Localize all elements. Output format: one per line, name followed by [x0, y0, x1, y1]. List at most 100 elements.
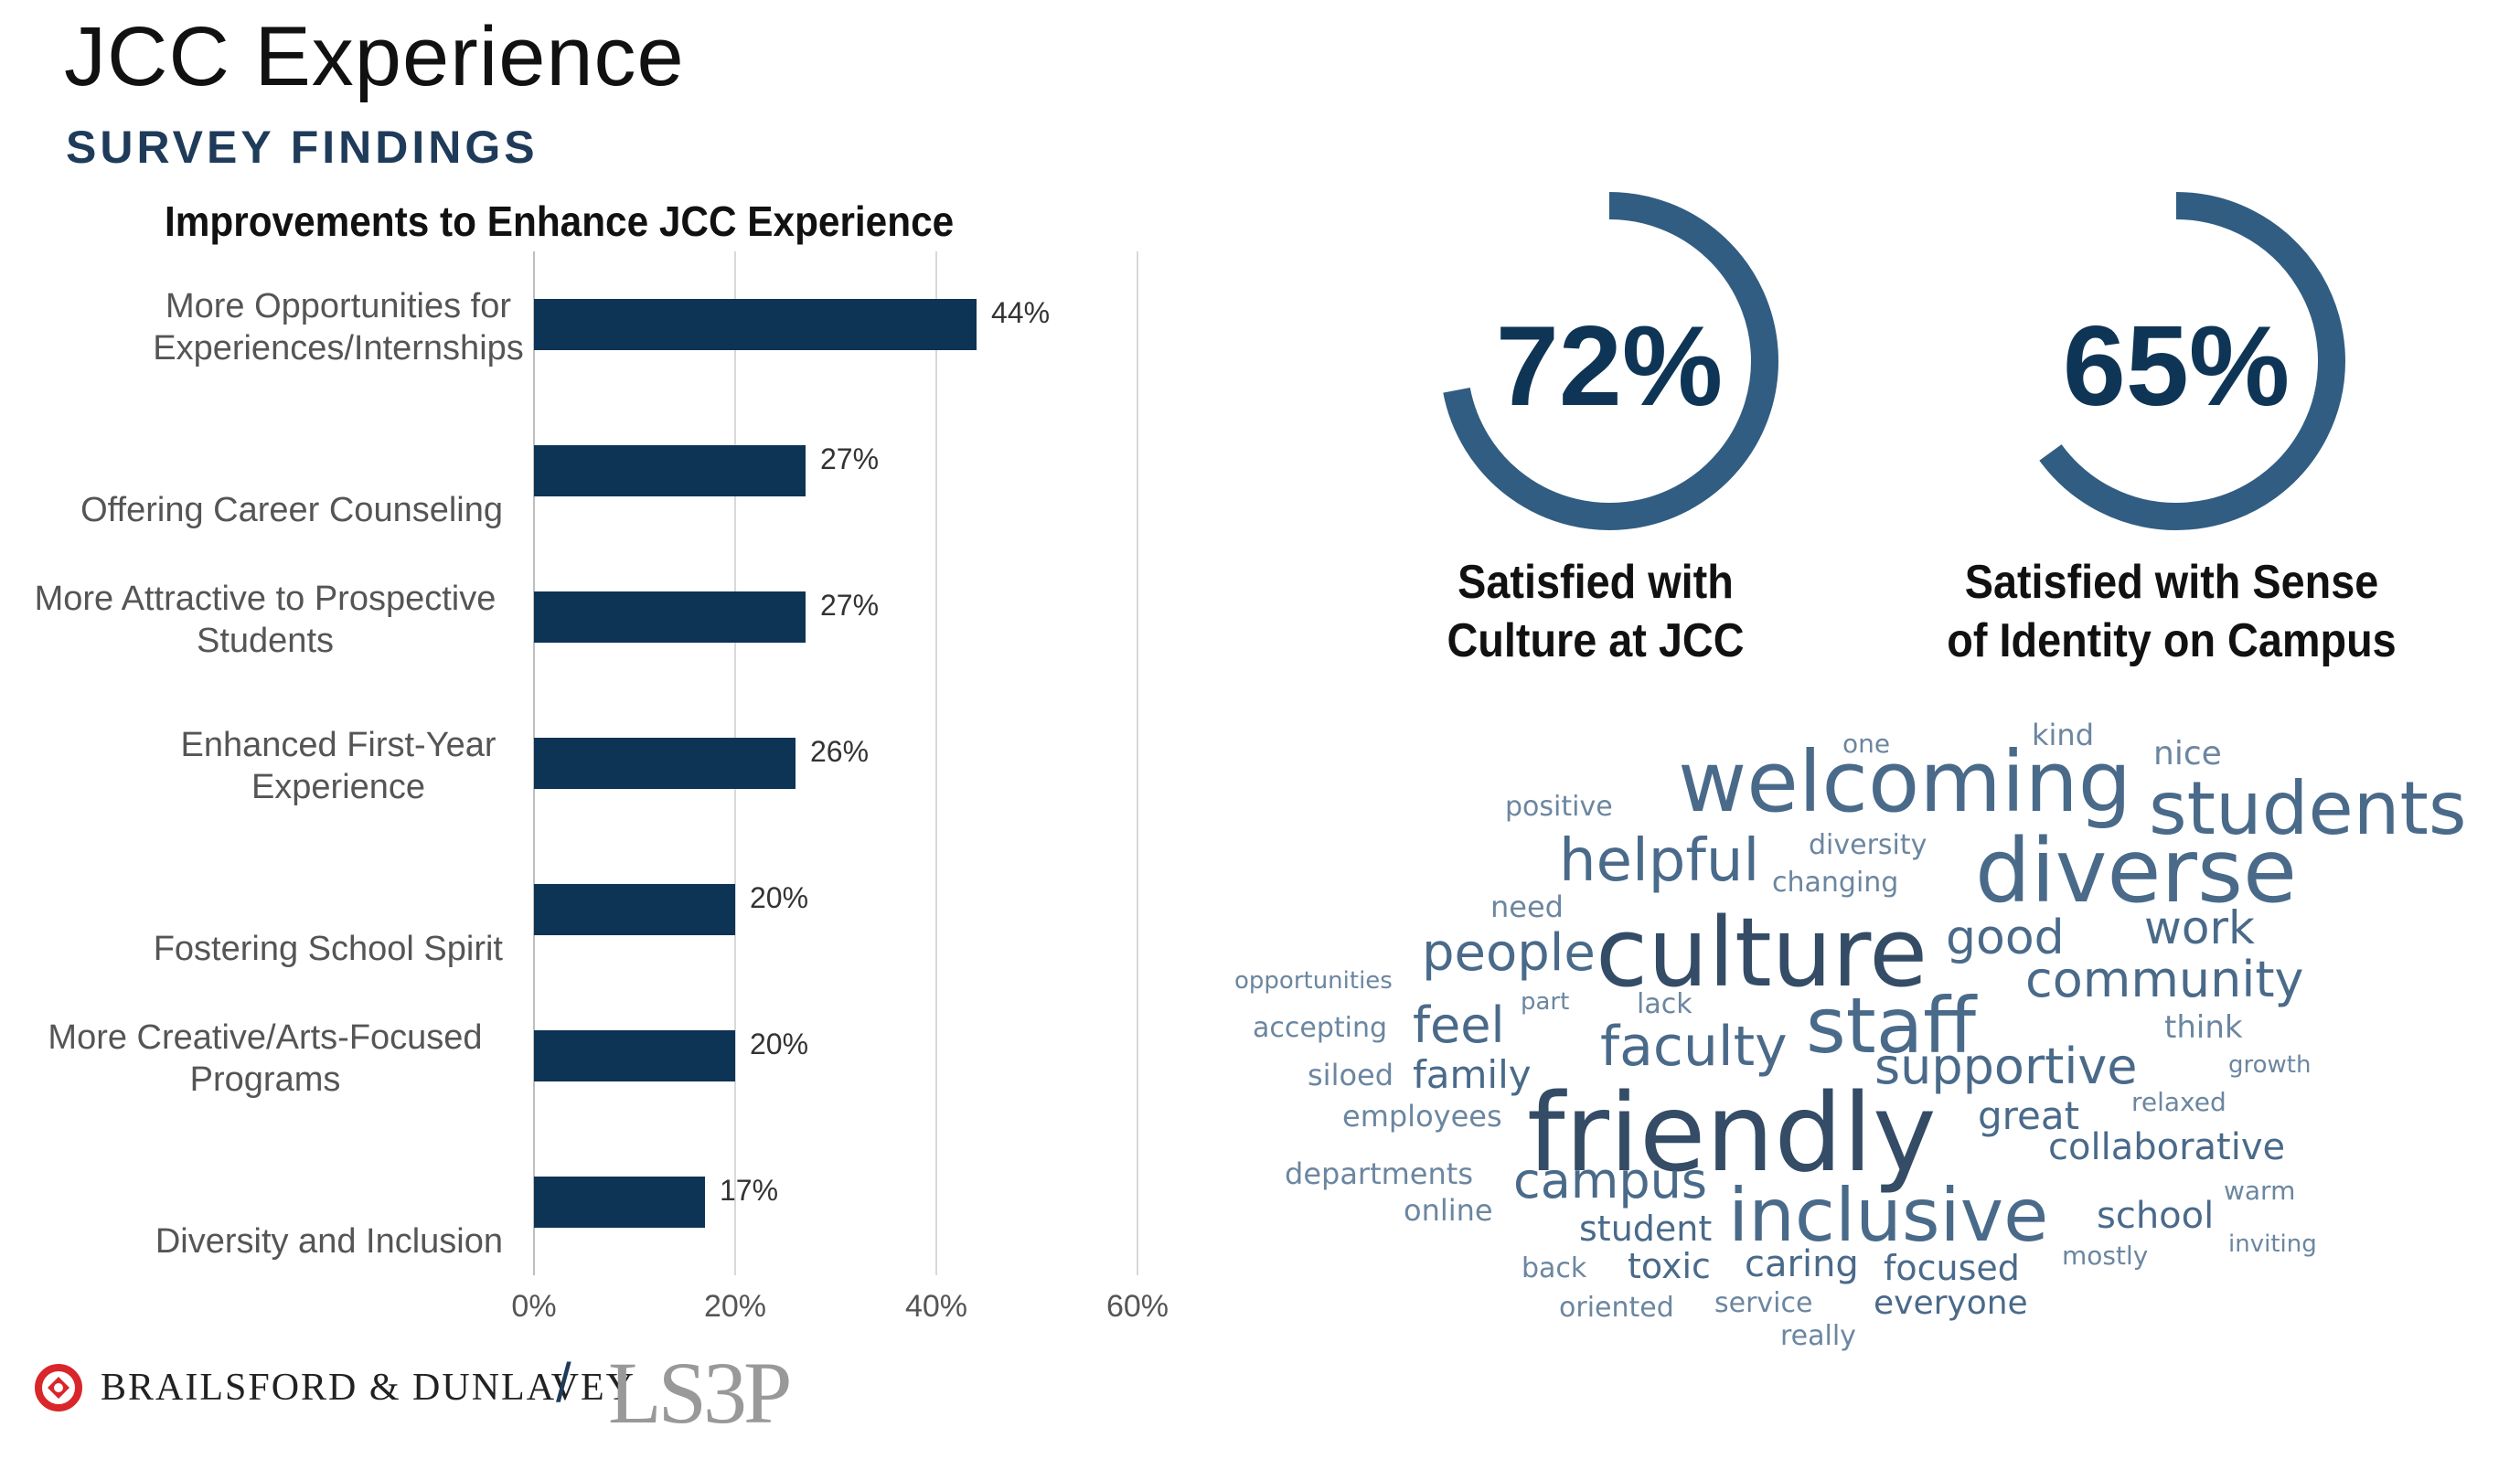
page-title: JCC Experience	[64, 10, 685, 103]
ls3p-logo: LS3P	[608, 1344, 792, 1442]
bar	[534, 299, 977, 350]
word-cloud-word: part	[1521, 988, 1570, 1016]
stat-identity-value: 65%	[2062, 304, 2290, 430]
word-cloud-word: need	[1490, 889, 1564, 924]
bar-chart: 44% More Opportunities for Experiences/Int…	[35, 251, 1169, 1324]
x-tick-label: 60%	[1106, 1289, 1169, 1324]
word-cloud-word: family	[1413, 1052, 1532, 1097]
word-cloud-word: growth	[2228, 1051, 2312, 1079]
bar-value-label: 26%	[810, 735, 869, 768]
word-cloud-word: students	[2149, 766, 2467, 851]
word-cloud-word: back	[1522, 1252, 1587, 1284]
word-cloud-word: oriented	[1559, 1292, 1674, 1324]
category-label: Diversity and Inclusion	[155, 1222, 503, 1261]
word-cloud-word: inviting	[2228, 1230, 2317, 1258]
stat-culture-arc	[1443, 192, 1778, 530]
word-cloud-word: inclusive	[1728, 1173, 2049, 1258]
category-label: Fostering School Spirit	[154, 930, 504, 968]
word-cloud-word: friendly	[1527, 1070, 1937, 1196]
brailsford-dunlavey-logo: BRAILSFORD & DUNLAVEY	[33, 1362, 635, 1413]
x-tick-label: 0%	[511, 1289, 556, 1324]
word-cloud-word: diverse	[1975, 820, 2298, 922]
word-cloud-word: faculty	[1600, 1015, 1788, 1079]
stat-culture-label-line2: Culture at JCC	[1447, 614, 1745, 667]
word-cloud-word: warm	[2224, 1176, 2296, 1206]
word-cloud-word: campus	[1513, 1152, 1708, 1209]
category-label: Enhanced First-Year	[180, 726, 496, 764]
word-cloud-word: supportive	[1874, 1038, 2138, 1095]
word-cloud-word: think	[2164, 1009, 2243, 1046]
word-cloud-word: work	[2144, 901, 2255, 954]
category-label: Experiences/Internships	[153, 329, 524, 368]
word-cloud-word: accepting	[1253, 1012, 1388, 1044]
bar-value-label: 20%	[750, 881, 808, 914]
word-cloud-word: good	[1946, 911, 2065, 965]
word-cloud-word: employees	[1342, 1099, 1502, 1134]
category-label: More Creative/Arts-Focused	[48, 1018, 482, 1057]
word-cloud-word: great	[1978, 1093, 2080, 1138]
word-cloud-word: departments	[1285, 1156, 1473, 1191]
category-label: More Attractive to Prospective	[35, 580, 497, 618]
stat-identity-label: Satisfied with Sense of Identity on Camp…	[1925, 553, 2419, 670]
word-cloud-word: siloed	[1308, 1058, 1394, 1092]
word-cloud-word: feel	[1413, 996, 1505, 1054]
word-cloud-word: staff	[1806, 981, 1977, 1071]
word-cloud-word: relaxed	[2131, 1087, 2226, 1117]
word-cloud-word: helpful	[1559, 827, 1760, 895]
stat-identity-label-line2: of Identity on Campus	[1947, 614, 2397, 667]
stat-culture-label: Satisfied with Culture at JCC	[1439, 553, 1752, 670]
word-cloud-word: collaborative	[2048, 1126, 2286, 1168]
bar	[534, 1177, 705, 1228]
word-cloud-word: culture	[1596, 897, 1928, 1008]
word-cloud-word: really	[1780, 1320, 1856, 1352]
bar-value-label: 44%	[991, 296, 1050, 329]
word-cloud-word: one	[1842, 729, 1891, 759]
bar	[534, 445, 806, 496]
bar	[534, 884, 735, 935]
word-cloud-word: service	[1714, 1287, 1813, 1319]
stat-identity-ring	[2039, 192, 2345, 530]
word-cloud-word: welcoming	[1678, 733, 2132, 831]
x-tick-label: 40%	[905, 1289, 967, 1324]
word-cloud-word: opportunities	[1234, 967, 1393, 995]
category-label: Offering Career Counseling	[80, 491, 503, 529]
bar-value-label: 27%	[820, 442, 879, 475]
stat-culture: 72%	[1436, 187, 1783, 535]
category-label: More Opportunities for	[166, 287, 511, 325]
stat-culture-label-line1: Satisfied with	[1458, 556, 1734, 609]
word-cloud-word: lack	[1637, 988, 1692, 1020]
category-label: Programs	[190, 1060, 341, 1099]
bar-value-label: 27%	[820, 589, 879, 622]
word-cloud-word: positive	[1505, 791, 1613, 823]
bar	[534, 1030, 735, 1081]
stat-identity-arc	[2039, 192, 2345, 530]
word-cloud-word: everyone	[1874, 1284, 2028, 1322]
word-cloud-word: online	[1404, 1193, 1493, 1228]
word-cloud-word: nice	[2153, 735, 2222, 772]
bd-logo-icon	[35, 1364, 82, 1411]
bar-value-label: 17%	[720, 1174, 778, 1207]
footer-separator: /	[556, 1352, 571, 1413]
word-cloud-word: kind	[2032, 718, 2095, 752]
stat-identity: 65%	[2002, 187, 2350, 535]
word-cloud-word: mostly	[2062, 1241, 2149, 1271]
word-cloud-word: caring	[1745, 1243, 1859, 1285]
category-label: Experience	[251, 768, 425, 806]
word-cloud-word: community	[2025, 951, 2304, 1008]
footer-brand: BRAILSFORD & DUNLAVEY	[101, 1367, 635, 1409]
category-label: Students	[197, 622, 334, 660]
bar	[534, 591, 806, 643]
word-cloud-word: school	[2097, 1195, 2215, 1237]
chart-title: Improvements to Enhance JCC Experience	[165, 197, 955, 245]
stat-culture-value: 72%	[1495, 304, 1724, 430]
word-cloud-word: toxic	[1628, 1246, 1711, 1286]
word-cloud-word: people	[1422, 923, 1596, 983]
word-cloud-word: changing	[1772, 867, 1899, 899]
x-tick-label: 20%	[704, 1289, 766, 1324]
bar	[534, 738, 796, 789]
stat-culture-ring	[1443, 192, 1778, 530]
bar-value-label: 20%	[750, 1028, 808, 1060]
word-cloud-word: diversity	[1809, 829, 1927, 861]
page-subtitle: SURVEY FINDINGS	[66, 122, 539, 173]
stat-identity-label-line1: Satisfied with Sense	[1964, 556, 2379, 609]
